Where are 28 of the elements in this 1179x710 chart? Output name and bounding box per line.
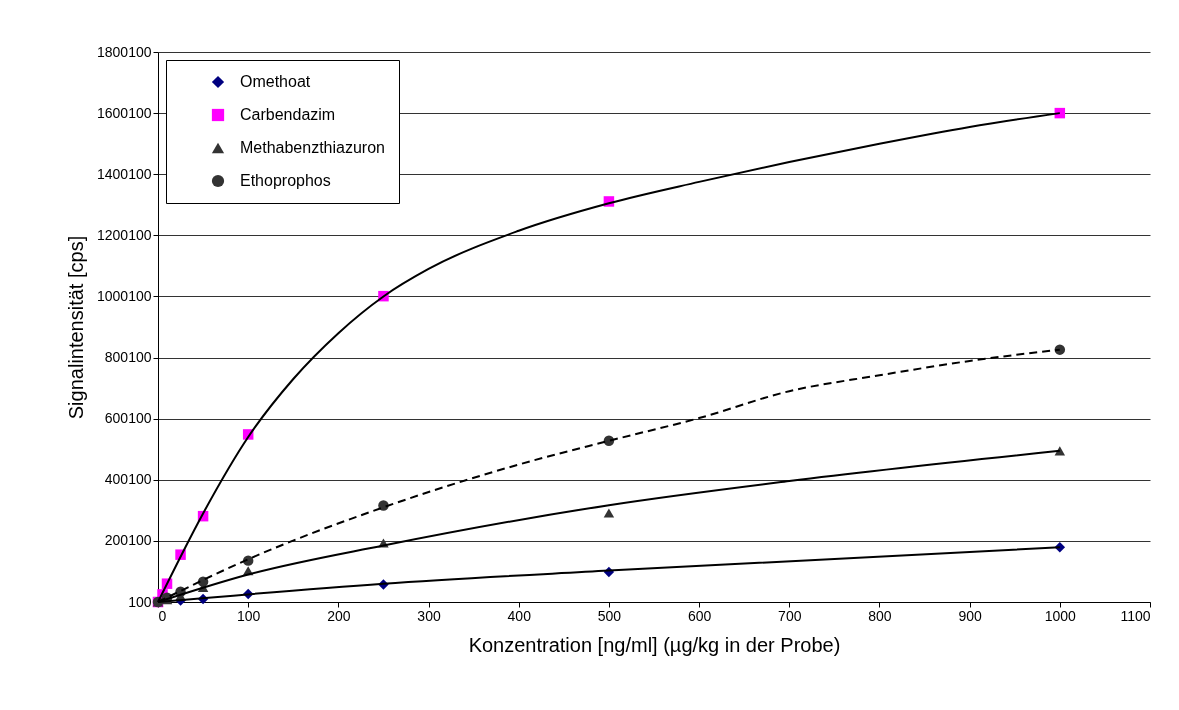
- x-tick-label: 1000: [1044, 607, 1077, 624]
- x-tick-label: 200: [327, 607, 351, 624]
- x-tick-label: 100: [237, 607, 261, 624]
- x-tick-label: 400: [507, 607, 532, 624]
- x-tick-label: 0: [158, 607, 167, 624]
- y-tick-label: 200100: [104, 532, 152, 549]
- y-tick-label: 1200100: [96, 226, 152, 243]
- x-axis-title: Konzentration [ng/ml] (µg/kg in der Probe): [468, 633, 841, 656]
- legend-label: Omethoat: [240, 73, 311, 90]
- x-tick-label: 500: [597, 607, 622, 624]
- x-tick-label: 1100: [1120, 607, 1151, 624]
- y-tick-label: 1600100: [96, 104, 152, 121]
- x-tick-label: 300: [417, 607, 441, 624]
- x-tick-label: 900: [958, 607, 983, 624]
- y-tick-label: 1800100: [96, 43, 152, 60]
- legend-label: Carbendazim: [240, 106, 336, 123]
- legend-label: Methabenzthiazuron: [240, 139, 385, 156]
- y-tick-label: 1000100: [96, 287, 152, 304]
- y-tick-label: 1400100: [96, 165, 152, 182]
- y-tick-label: 800100: [104, 349, 152, 366]
- x-tick-label: 600: [687, 607, 712, 624]
- y-axis-title: Signalintensität [cps]: [65, 235, 87, 420]
- x-tick-label: 700: [778, 607, 802, 624]
- x-tick-label: 800: [868, 607, 892, 624]
- legend-label: Ethoprophos: [240, 172, 331, 189]
- y-tick-label: 100: [128, 593, 152, 610]
- y-tick-label: 600100: [104, 410, 152, 427]
- y-tick-label: 400100: [104, 471, 152, 488]
